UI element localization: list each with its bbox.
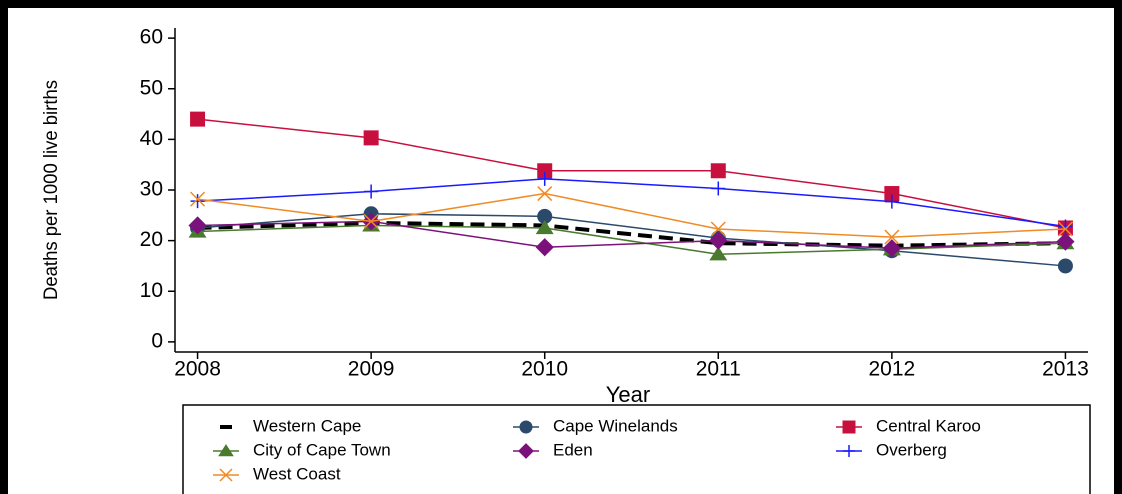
- legend-box: [182, 404, 1091, 494]
- legend-marker: [519, 420, 533, 434]
- x-tick-label: 2012: [869, 358, 916, 381]
- legend-label: Cape Winelands: [553, 416, 678, 435]
- x-tick-label: 2010: [521, 358, 568, 381]
- data-point: [884, 194, 899, 209]
- series-line: [197, 213, 1066, 267]
- data-point: [535, 220, 554, 235]
- x-tick-label: 2009: [348, 358, 395, 381]
- y-tick-label: 0: [151, 329, 163, 352]
- data-point: [711, 181, 726, 196]
- frame-right: [1114, 0, 1122, 494]
- y-tick-label: 30: [140, 178, 163, 201]
- data-point: [190, 194, 205, 209]
- x-tick-label: 2013: [1042, 358, 1089, 381]
- data-point: [535, 238, 554, 257]
- y-tick-label: 60: [140, 26, 163, 49]
- data-point: [188, 216, 207, 235]
- data-point: [710, 163, 726, 179]
- data-point: [709, 231, 728, 250]
- frame-top: [0, 0, 1122, 8]
- data-point: [537, 171, 552, 186]
- legend-label: Overberg: [876, 440, 947, 459]
- data-point: [363, 213, 379, 229]
- legend-marker: [518, 443, 534, 459]
- legend-marker: [218, 444, 234, 457]
- data-point: [882, 239, 901, 258]
- data-point: [710, 221, 726, 237]
- x-axis-label: Year: [606, 382, 650, 407]
- legend-label: City of Cape Town: [253, 440, 391, 459]
- y-tick-label: 40: [140, 127, 163, 150]
- data-point: [1057, 221, 1073, 237]
- x-tick-label: 2011: [696, 358, 741, 381]
- legend-label: Central Karoo: [876, 416, 981, 435]
- data-point: [190, 111, 206, 127]
- legend-label: Eden: [553, 440, 593, 459]
- series-line: [197, 220, 1066, 248]
- legend-marker: [842, 420, 856, 434]
- legend-label: Western Cape: [253, 416, 361, 435]
- legend-marker: [843, 445, 855, 457]
- data-point: [1057, 258, 1073, 274]
- y-tick-label: 10: [140, 279, 163, 302]
- y-tick-label: 20: [140, 228, 163, 251]
- series-line: [197, 192, 1066, 238]
- series-line: [197, 220, 1066, 249]
- legend-label: West Coast: [253, 464, 341, 483]
- data-point: [364, 184, 379, 199]
- x-tick-label: 2008: [174, 358, 221, 381]
- data-point: [190, 191, 206, 207]
- data-point: [363, 130, 379, 146]
- series-line: [197, 224, 1066, 256]
- data-point: [884, 229, 900, 245]
- series-line: [197, 178, 1066, 228]
- data-point: [1056, 232, 1075, 251]
- data-point: [537, 186, 553, 202]
- frame-left: [0, 0, 8, 494]
- legend-marker: [219, 468, 233, 482]
- y-axis-label: Deaths per 1000 live births: [41, 80, 62, 300]
- data-point: [709, 246, 728, 261]
- y-tick-label: 50: [140, 76, 163, 99]
- data-point: [1058, 219, 1073, 234]
- series-line: [197, 118, 1066, 229]
